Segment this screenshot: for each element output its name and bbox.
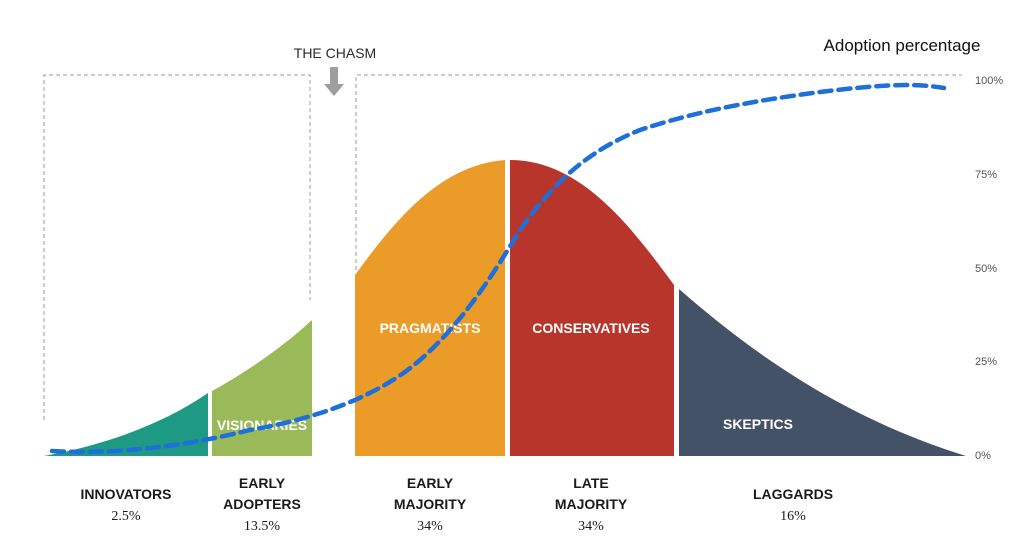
category-early-adopters-line2: ADOPTERS bbox=[223, 496, 301, 512]
category-early-adopters-line1: EARLY bbox=[239, 475, 286, 491]
y-tick-0: 0% bbox=[975, 450, 991, 462]
chasm-label: THE CHASM bbox=[294, 45, 376, 61]
category-early-majority-line1: EARLY bbox=[407, 475, 454, 491]
segment-innovators bbox=[44, 393, 208, 456]
label-conservatives: CONSERVATIVES bbox=[532, 320, 649, 336]
share-innovators: 2.5% bbox=[111, 509, 141, 524]
category-early-majority-line2: MAJORITY bbox=[394, 496, 467, 512]
chasm-bracket-right bbox=[355, 74, 962, 270]
category-late-majority-line2: MAJORITY bbox=[555, 496, 628, 512]
y-axis-title: Adoption percentage bbox=[824, 36, 981, 55]
segment-late-majority bbox=[510, 160, 674, 456]
chasm-bracket-left bbox=[43, 74, 311, 420]
share-laggards: 16% bbox=[780, 509, 806, 524]
y-tick-100: 100% bbox=[975, 75, 1003, 87]
label-skeptics: SKEPTICS bbox=[723, 416, 793, 432]
y-tick-75: 75% bbox=[975, 169, 997, 181]
category-laggards: LAGGARDS bbox=[753, 486, 833, 502]
category-late-majority-line1: LATE bbox=[573, 475, 609, 491]
share-early-adopters: 13.5% bbox=[244, 519, 281, 534]
segment-laggards bbox=[679, 289, 966, 456]
chasm-arrow-icon bbox=[324, 67, 344, 96]
adoption-curve bbox=[49, 82, 947, 455]
share-early-majority: 34% bbox=[417, 519, 443, 534]
label-visionaries: VISIONARIES bbox=[217, 417, 307, 433]
y-tick-50: 50% bbox=[975, 263, 997, 275]
share-late-majority: 34% bbox=[578, 519, 604, 534]
category-innovators: INNOVATORS bbox=[80, 486, 171, 502]
segment-early-majority bbox=[355, 160, 505, 456]
y-tick-25: 25% bbox=[975, 356, 997, 368]
label-pragmatists: PRAGMATISTS bbox=[380, 320, 481, 336]
